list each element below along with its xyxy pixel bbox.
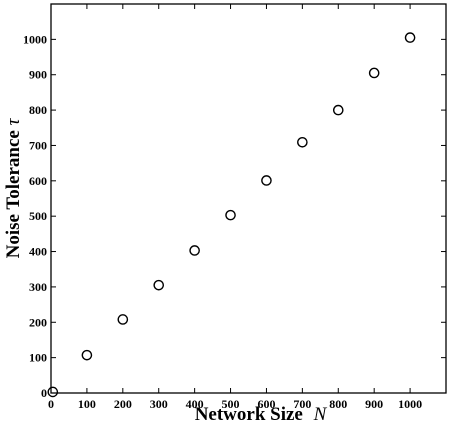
x-tick-label: 300 xyxy=(150,397,168,411)
x-tick-label: 500 xyxy=(222,397,240,411)
data-point xyxy=(261,175,272,186)
x-tick-label: 700 xyxy=(293,397,311,411)
data-point xyxy=(297,136,308,148)
y-tick-label: 0 xyxy=(41,386,47,400)
y-tick-label: 200 xyxy=(29,315,47,329)
x-tick-label: 0 xyxy=(48,397,54,411)
data-point xyxy=(189,245,200,256)
y-tick-label: 600 xyxy=(29,174,47,188)
data-point xyxy=(368,67,380,79)
x-axis-title-variable: N xyxy=(313,404,328,425)
y-tick-label: 900 xyxy=(29,68,47,82)
y-tick-label: 700 xyxy=(29,138,47,152)
x-axis-title-text: Network Size xyxy=(195,404,303,425)
y-tick-label: 400 xyxy=(29,245,47,259)
data-points xyxy=(47,32,416,398)
x-tick-label: 400 xyxy=(186,397,204,411)
y-tick-label: 500 xyxy=(29,209,47,223)
y-axis-title: Noise Tolerance τ xyxy=(3,117,24,258)
x-tick-label: 800 xyxy=(329,397,347,411)
plot-area-frame xyxy=(50,3,447,394)
data-point xyxy=(225,209,236,221)
data-point xyxy=(81,349,93,361)
y-axis-ticks: 0 100 200 300 400 500 600 700 800 900 1000 xyxy=(23,32,446,400)
data-point xyxy=(47,386,59,398)
y-tick-label: 1000 xyxy=(23,32,47,46)
x-tick-label: 1000 xyxy=(398,397,422,411)
data-point xyxy=(117,314,129,325)
y-tick-label: 800 xyxy=(29,103,47,117)
y-tick-label: 100 xyxy=(29,351,47,365)
data-point xyxy=(332,104,344,116)
x-tick-label: 600 xyxy=(257,397,275,411)
x-axis-title: Network Size N xyxy=(195,404,328,425)
data-point xyxy=(153,279,165,291)
y-axis-title-text: Noise Tolerance xyxy=(3,130,24,258)
x-tick-label: 100 xyxy=(78,397,96,411)
y-axis-title-variable: τ xyxy=(3,117,24,125)
x-tick-label: 900 xyxy=(365,397,383,411)
x-axis-ticks: 0 100 200 300 400 500 600 700 800 900 1000 xyxy=(48,4,422,411)
y-tick-label: 300 xyxy=(29,280,47,294)
x-tick-label: 200 xyxy=(114,397,132,411)
data-point xyxy=(404,32,416,43)
